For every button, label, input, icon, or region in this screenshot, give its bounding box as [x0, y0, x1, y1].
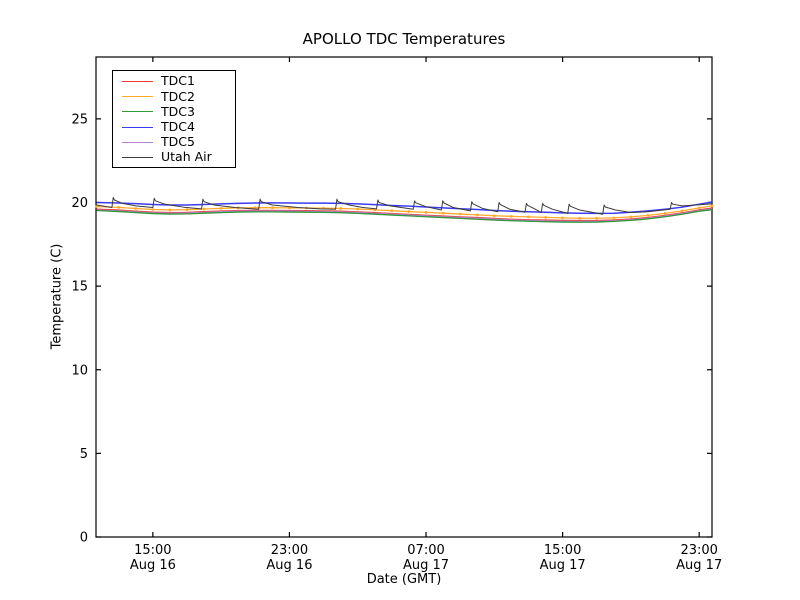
legend-label: TDC2	[161, 88, 195, 104]
series-marker	[117, 205, 121, 209]
legend-label: TDC1	[161, 73, 195, 89]
legend-entry: Utah Air	[113, 150, 235, 165]
series-marker	[339, 207, 343, 210]
x-tick-label-date: Aug 16	[266, 558, 312, 573]
y-tick-label: 5	[80, 447, 88, 462]
series-marker	[168, 208, 172, 212]
y-tick-label: 25	[71, 112, 88, 127]
series-line-tdc3	[96, 209, 713, 223]
series-marker	[424, 210, 428, 214]
legend-entry: TDC1	[113, 74, 235, 89]
axes-frame	[95, 56, 713, 538]
legend-line-swatch	[122, 157, 153, 159]
x-tick-label-date: Aug 16	[130, 558, 176, 573]
chart-title: APOLLO TDC Temperatures	[302, 30, 506, 48]
series-marker	[663, 211, 667, 215]
legend-line-swatch	[122, 81, 153, 83]
legend-entry: TDC5	[113, 135, 235, 150]
series-marker	[151, 208, 155, 211]
series-marker	[390, 209, 394, 213]
series-marker	[185, 208, 189, 212]
legend-entry: TDC3	[113, 104, 235, 119]
y-tick-label: 0	[80, 531, 88, 546]
series-marker	[561, 216, 565, 220]
series-marker	[595, 216, 599, 220]
series-marker	[680, 209, 684, 213]
legend-line-swatch	[122, 96, 153, 98]
series-marker	[612, 216, 616, 220]
legend-label: Utah Air	[161, 149, 212, 165]
x-tick-label-date: Aug 17	[676, 558, 722, 573]
legend-label: TDC3	[161, 103, 195, 119]
y-tick-label: 10	[71, 363, 88, 378]
legend-line-swatch	[122, 111, 153, 113]
x-tick-label-time: 07:00	[407, 543, 444, 558]
series-marker	[629, 215, 633, 219]
series-marker	[270, 206, 274, 210]
series-marker	[458, 212, 462, 216]
series-line-utah-air	[96, 196, 713, 215]
x-tick-label-date: Aug 17	[403, 558, 449, 573]
x-axis-label: Date (GMT)	[366, 572, 442, 587]
legend-label: TDC5	[161, 134, 195, 150]
y-tick-label: 20	[71, 196, 88, 211]
legend-line-swatch	[122, 141, 153, 143]
series-line-tdc1	[96, 207, 713, 222]
series-marker	[697, 206, 701, 210]
series-marker	[356, 207, 360, 211]
series-marker	[441, 211, 445, 215]
x-tick-label-date: Aug 17	[540, 558, 586, 573]
series-line-tdc5	[96, 208, 713, 223]
series-marker	[492, 214, 496, 218]
x-tick-label-time: 15:00	[544, 543, 581, 558]
x-tick-label-time: 15:00	[134, 543, 171, 558]
x-tick-label-time: 23:00	[680, 543, 717, 558]
series-line-tdc4	[96, 201, 713, 215]
series-marker	[407, 210, 411, 213]
x-tick-label-time: 23:00	[271, 543, 308, 558]
legend-label: TDC4	[161, 118, 195, 134]
series-marker	[95, 205, 98, 208]
series-marker	[253, 206, 257, 210]
legend-entry: TDC4	[113, 120, 235, 135]
series-marker	[646, 213, 650, 217]
legend-line-swatch	[122, 126, 153, 128]
series-marker	[578, 216, 582, 220]
series-marker	[219, 206, 223, 210]
series-marker	[475, 213, 479, 217]
series-marker	[544, 215, 547, 219]
series-marker	[134, 207, 138, 210]
legend: TDC1 TDC2 TDC3 TDC4 TDC5 Utah Air	[112, 70, 236, 169]
series-marker	[202, 207, 206, 211]
series-marker	[509, 214, 513, 218]
series-marker	[710, 204, 714, 208]
legend-entry: TDC2	[113, 89, 235, 104]
y-tick-label: 15	[71, 280, 88, 295]
series-marker	[527, 215, 530, 219]
